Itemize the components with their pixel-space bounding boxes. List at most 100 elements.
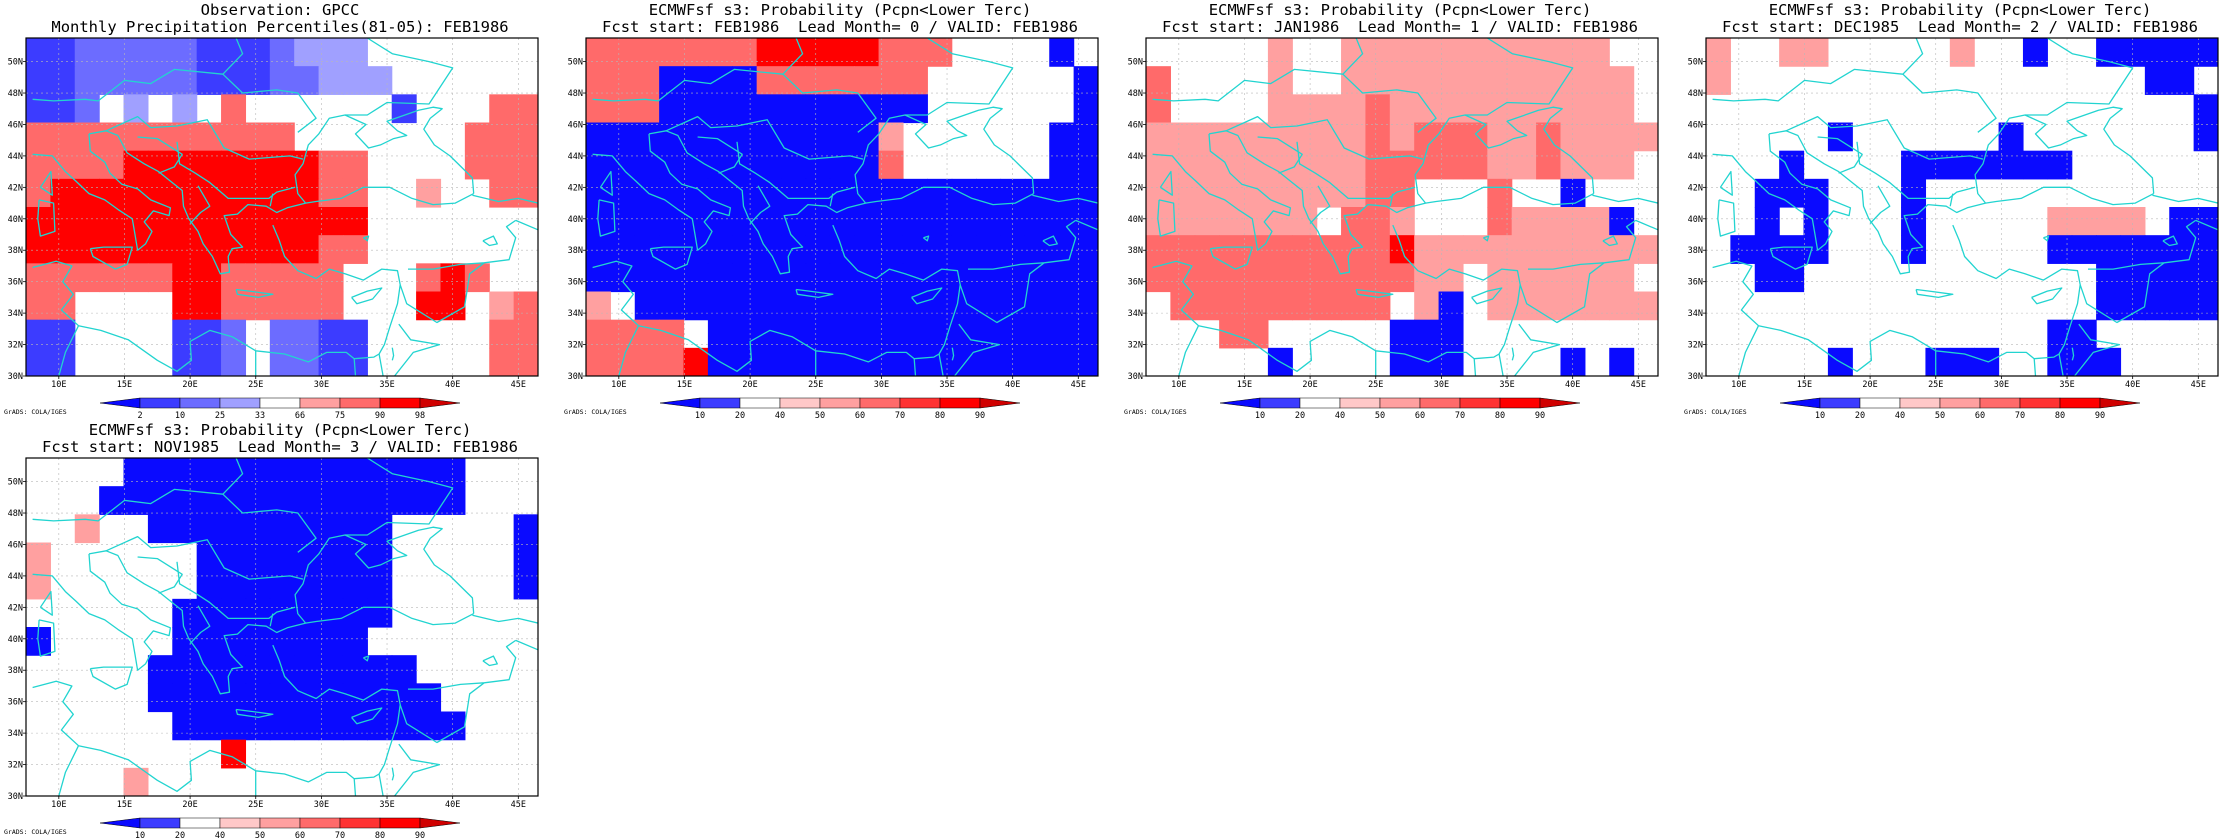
grid-cell: [1073, 291, 1098, 321]
grid-cell: [196, 207, 222, 236]
grid-cell: [610, 150, 636, 180]
grid-cell: [805, 235, 831, 264]
y-tick-label: 32N: [8, 761, 23, 771]
grid-cell: [172, 150, 198, 180]
x-tick-label: 25E: [1928, 380, 1943, 390]
y-tick-label: 38N: [1128, 246, 1143, 256]
grid-cell: [2144, 291, 2170, 321]
grid-cell: [1487, 122, 1513, 152]
grid-cell: [294, 486, 320, 515]
grid-cell: [1414, 291, 1440, 321]
y-tick-label: 46N: [8, 120, 23, 130]
legend-label: 10: [175, 411, 185, 420]
grid-cell: [489, 150, 515, 180]
legend-swatch: [819, 397, 861, 409]
grid-cell: [805, 263, 831, 293]
y-tick-label: 34N: [8, 309, 23, 319]
grid-cell: [610, 66, 636, 95]
legend-label: 90: [1535, 411, 1545, 420]
grid-cell: [221, 319, 247, 349]
x-tick-label: 45E: [1071, 380, 1086, 390]
grid-cell: [172, 38, 198, 67]
grid-cell: [1974, 347, 2000, 376]
grid-cell: [1073, 263, 1098, 293]
grid-cell: [732, 38, 758, 67]
grid-cell: [147, 514, 173, 544]
grid-cell: [245, 66, 271, 95]
grid-cell: [829, 150, 855, 180]
grid-cell: [854, 235, 880, 264]
grid-cell: [440, 711, 466, 741]
legend-swatch: [379, 817, 421, 829]
grid-cell: [659, 38, 685, 67]
legend-label: 10: [135, 831, 145, 840]
grid-cell: [196, 38, 222, 67]
grid-cell: [1024, 319, 1050, 349]
grid-cell: [683, 291, 709, 321]
grid-cell: [196, 598, 222, 628]
x-tick-label: 45E: [1631, 380, 1646, 390]
grid-cell: [367, 486, 393, 515]
grid-cell: [1194, 235, 1220, 264]
y-tick-label: 34N: [568, 309, 583, 319]
grid-cell: [707, 150, 733, 180]
grid-cell: [1292, 235, 1318, 264]
grid-cell: [1414, 347, 1440, 376]
grid-cell: [1000, 235, 1026, 264]
legend-label: 20: [1855, 411, 1865, 420]
grid-cell: [927, 207, 953, 236]
legend-label: 70: [895, 411, 905, 420]
grid-cell: [1000, 291, 1026, 321]
grid-cell: [342, 458, 368, 487]
grid-cell: [99, 235, 125, 264]
grid-cell: [147, 38, 173, 67]
y-tick-label: 46N: [568, 120, 583, 130]
grid-cell: [294, 291, 320, 321]
grid-cell: [634, 263, 660, 293]
grid-cell: [1584, 66, 1610, 95]
y-tick-label: 48N: [1688, 89, 1703, 99]
grid-cell: [1365, 38, 1391, 67]
grid-cell: [1073, 94, 1098, 124]
grid-cell: [829, 122, 855, 152]
grid-cell: [756, 207, 782, 236]
grid-cell: [707, 291, 733, 321]
grid-cell: [416, 486, 442, 515]
y-tick-label: 36N: [568, 278, 583, 288]
grid-cell: [269, 122, 295, 152]
grid-cell: [2193, 263, 2218, 293]
grid-cell: [732, 319, 758, 349]
legend-swatch: [739, 397, 781, 409]
grid-cell: [610, 94, 636, 124]
grid-cell: [1974, 150, 2000, 180]
grid-cell: [196, 178, 222, 208]
legend-label: 80: [2055, 411, 2065, 420]
legend-label: 80: [935, 411, 945, 420]
legend-label: 90: [2095, 411, 2105, 420]
grid-cell: [147, 655, 173, 684]
shaded-cells: [586, 38, 1098, 376]
grid-cell: [196, 711, 222, 741]
grid-cell: [50, 38, 76, 67]
legend-label: 70: [335, 831, 345, 840]
grid-cell: [1487, 235, 1513, 264]
grid-cell: [1901, 150, 1927, 180]
legend-swatch: [379, 397, 421, 409]
grid-cell: [367, 655, 393, 684]
grid-cell: [513, 291, 538, 321]
grid-cell: [147, 458, 173, 487]
grid-cell: [26, 94, 51, 124]
grid-cell: [586, 347, 611, 376]
grid-cell: [1365, 178, 1391, 208]
y-tick-label: 42N: [8, 603, 23, 613]
grid-cell: [221, 627, 247, 656]
legend-swatch: [179, 817, 221, 829]
grid-cell: [1536, 38, 1562, 67]
x-tick-label: 30E: [314, 380, 329, 390]
grid-cell: [2193, 122, 2218, 152]
grid-cell: [1146, 263, 1171, 293]
map-frame: [25, 457, 539, 797]
grid-cell: [634, 235, 660, 264]
graticule: [1706, 38, 2218, 377]
legend-label: 98: [415, 411, 425, 420]
